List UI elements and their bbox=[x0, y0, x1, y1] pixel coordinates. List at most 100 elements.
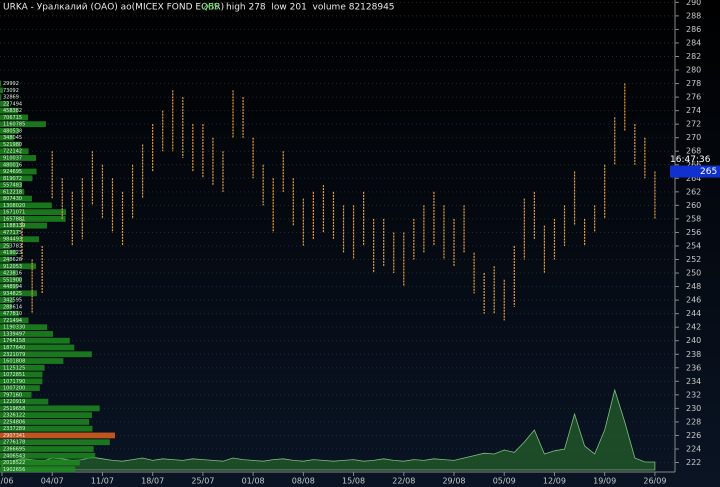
profile-bar bbox=[0, 344, 75, 351]
profile-bar bbox=[0, 351, 92, 358]
profile-label: 721494 bbox=[3, 318, 22, 324]
title: URKA - Уралкалий (ОАО) ао(MICEX FOND EQB… bbox=[3, 3, 224, 13]
profile-bar bbox=[0, 358, 64, 364]
profile-label: 2366695 bbox=[3, 446, 25, 452]
profile-label: 342595 bbox=[3, 298, 22, 304]
profile-bar bbox=[0, 270, 17, 276]
profile-label: 253783 bbox=[3, 243, 22, 249]
profile-label: 557483 bbox=[3, 183, 22, 189]
y-tick-label: 248 bbox=[686, 282, 701, 291]
y-tick-label: 262 bbox=[686, 187, 701, 196]
x-tick-label: 27/06 bbox=[0, 477, 14, 486]
profile-bar bbox=[0, 188, 25, 195]
profile-bar bbox=[0, 236, 39, 243]
profile-bar bbox=[0, 324, 48, 331]
profile-label: 551900 bbox=[3, 277, 22, 283]
y-tick-label: 286 bbox=[686, 25, 701, 34]
x-tick-label: 04/07 bbox=[41, 477, 64, 486]
profile-bar bbox=[0, 182, 23, 188]
profile-bar bbox=[0, 331, 53, 337]
profile-label: 32869 bbox=[3, 95, 19, 101]
profile-bar bbox=[0, 216, 66, 222]
profile-bar bbox=[0, 425, 93, 432]
profile-bar bbox=[0, 276, 22, 283]
x-tick-label: 29/08 bbox=[442, 477, 465, 486]
stats: high 278 low 201 volume 82128945 bbox=[226, 3, 395, 13]
profile-bar bbox=[0, 195, 32, 202]
profile-label: 612218 bbox=[3, 189, 22, 195]
profile-bar bbox=[0, 412, 93, 419]
profile-label: 2337289 bbox=[3, 426, 25, 432]
y-tick-label: 278 bbox=[686, 79, 701, 88]
x-tick-label: 01/08 bbox=[242, 477, 265, 486]
y-tick-label: 254 bbox=[686, 241, 701, 250]
profile-label: 227494 bbox=[3, 101, 22, 107]
profile-bar bbox=[0, 303, 12, 310]
y-tick-label: 230 bbox=[686, 404, 701, 413]
profile-bar bbox=[0, 459, 80, 466]
x-tick-label: 25/07 bbox=[191, 477, 214, 486]
y-tick-label: 252 bbox=[686, 255, 701, 264]
x-tick-label: 18/07 bbox=[141, 477, 164, 486]
profile-label: 1071790 bbox=[3, 379, 25, 385]
profile-bar bbox=[0, 297, 14, 303]
profile-label: 458382 bbox=[3, 108, 22, 114]
y-tick-label: 250 bbox=[686, 269, 701, 278]
profile-bar bbox=[0, 229, 19, 236]
profile-bar bbox=[0, 87, 3, 94]
y-tick-label: 244 bbox=[686, 309, 701, 318]
last-price: 265 bbox=[202, 3, 219, 13]
profile-label: 1339497 bbox=[3, 331, 25, 337]
profile-label: 73092 bbox=[3, 88, 19, 94]
y-tick-label: 224 bbox=[686, 444, 701, 453]
y-tick-label: 222 bbox=[686, 458, 701, 467]
y-tick-label: 288 bbox=[686, 11, 701, 20]
x-tick-label: 11/07 bbox=[91, 477, 114, 486]
profile-label: 1308020 bbox=[3, 203, 25, 209]
profile-label: 1657881 bbox=[3, 216, 25, 222]
profile-label: 1220919 bbox=[3, 399, 25, 405]
x-tick-label: 08/08 bbox=[292, 477, 315, 486]
profile-label: 2519658 bbox=[3, 406, 25, 412]
y-tick-label: 232 bbox=[686, 390, 701, 399]
profile-bar bbox=[0, 419, 90, 425]
profile-bar bbox=[0, 114, 28, 121]
profile-label: 521980 bbox=[3, 142, 22, 148]
profile-label: 934825 bbox=[3, 291, 22, 297]
y-tick-label: 234 bbox=[686, 377, 701, 386]
profile-bar bbox=[0, 155, 36, 161]
profile-label: 423816 bbox=[3, 271, 22, 277]
profile-label: 2907341 bbox=[3, 433, 25, 439]
profile-bar bbox=[0, 290, 37, 297]
profile-bar bbox=[0, 398, 49, 405]
y-tick-label: 258 bbox=[686, 214, 701, 223]
profile-label: 1188139 bbox=[3, 223, 25, 229]
profile-label: 1160785 bbox=[3, 122, 25, 128]
profile-bar bbox=[0, 94, 2, 100]
profile-label: 807430 bbox=[3, 196, 22, 202]
y-tick-label: 268 bbox=[686, 147, 701, 156]
profile-label: 1877640 bbox=[3, 345, 25, 351]
profile-label: 2406543 bbox=[3, 453, 25, 459]
x-tick-label: 22/08 bbox=[392, 477, 415, 486]
profile-bar bbox=[0, 385, 40, 391]
profile-label: 984493 bbox=[3, 237, 22, 243]
y-tick-label: 256 bbox=[686, 228, 701, 237]
profile-label: 477810 bbox=[3, 311, 22, 317]
profile-label: 29992 bbox=[3, 81, 19, 87]
profile-bar bbox=[0, 161, 19, 168]
y-tick-label: 270 bbox=[686, 133, 701, 142]
profile-bar bbox=[0, 263, 37, 270]
profile-bar bbox=[0, 249, 17, 256]
y-tick-label: 276 bbox=[686, 93, 701, 102]
profile-bar bbox=[0, 466, 76, 473]
profile-bar bbox=[0, 337, 70, 344]
y-tick-label: 266 bbox=[686, 160, 701, 169]
profile-bar bbox=[0, 134, 14, 141]
profile-label: 2776178 bbox=[3, 440, 25, 446]
profile-bar bbox=[0, 107, 19, 114]
profile-bar bbox=[0, 243, 11, 249]
profile-bar bbox=[0, 405, 100, 412]
profile-bar bbox=[0, 391, 32, 398]
